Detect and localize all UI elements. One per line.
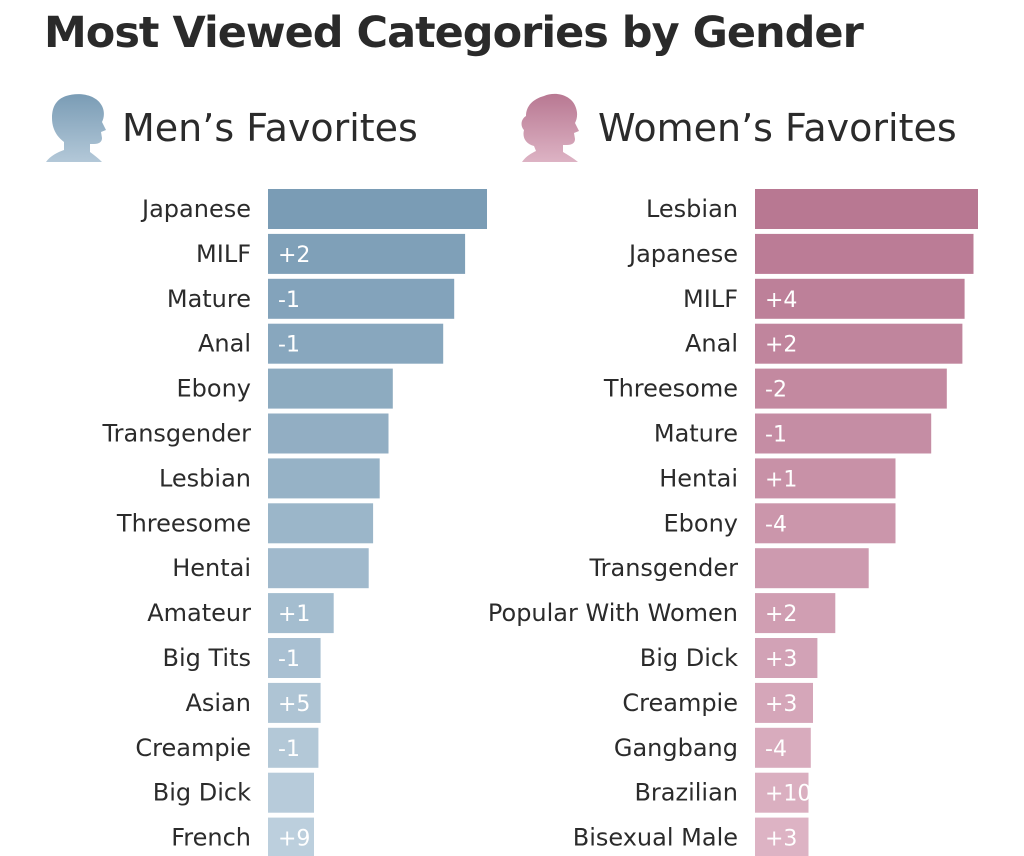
women-rank-change-label: -4 [765, 737, 787, 762]
women-rank-change-label: -4 [765, 512, 787, 537]
women-category-label: Anal [685, 330, 738, 358]
women-category-label: Threesome [603, 375, 738, 403]
women-category-label: Ebony [664, 509, 739, 537]
women-rank-change-label: -2 [765, 378, 787, 403]
men-category-label: Lesbian [159, 464, 251, 492]
men-bar-chart: Japanese MILF +2 Mature -1 Anal -1 Ebony Transge… [102, 189, 487, 856]
women-bar [755, 368, 947, 409]
women-bar [755, 189, 978, 229]
men-category-label: Threesome [116, 509, 251, 537]
women-bar [755, 727, 811, 768]
women-category-label: Gangbang [614, 734, 738, 762]
women-rank-change-label: +10 [765, 782, 811, 807]
women-category-label: Popular With Women [488, 599, 738, 627]
men-category-label: Transgender [102, 420, 252, 448]
women-bar [755, 278, 965, 319]
women-category-label: Creampie [622, 689, 738, 717]
women-category-label: Big Dick [640, 644, 738, 672]
men-bar [268, 368, 393, 409]
men-bar [268, 817, 314, 856]
men-panel-title: Men’s Favorites [122, 106, 418, 150]
men-bar [268, 413, 389, 454]
men-category-label: Creampie [135, 734, 251, 762]
women-category-label: MILF [683, 285, 738, 313]
women-rank-change-label: -1 [765, 423, 787, 448]
men-rank-change-label: +2 [278, 243, 310, 268]
women-category-label: Bisexual Male [573, 824, 738, 852]
men-bar [268, 458, 380, 499]
male-head-silhouette-icon [46, 94, 106, 162]
men-rank-change-label: -1 [278, 737, 300, 762]
women-rank-change-label: +3 [765, 692, 797, 717]
women-rank-change-label: +3 [765, 647, 797, 672]
men-rank-change-label: -1 [278, 288, 300, 313]
women-rank-change-label: +2 [765, 602, 797, 627]
women-category-label: Transgender [589, 554, 739, 582]
women-panel-title: Women’s Favorites [598, 106, 957, 150]
women-bar [755, 593, 836, 634]
women-bar [755, 413, 932, 454]
women-bar [755, 503, 896, 544]
men-bar [268, 772, 314, 813]
men-category-label: Asian [185, 689, 251, 717]
page-title: Most Viewed Categories by Gender [44, 8, 864, 58]
men-category-label: Mature [167, 285, 251, 313]
men-category-label: Ebony [177, 375, 252, 403]
men-category-label: Anal [198, 330, 251, 358]
women-rank-change-label: +1 [765, 467, 797, 492]
women-category-label: Brazilian [634, 779, 738, 807]
men-bar [268, 593, 334, 634]
men-bar [268, 548, 369, 589]
men-category-label: Hentai [172, 554, 251, 582]
women-bar [755, 323, 963, 364]
men-rank-change-label: -1 [278, 333, 300, 358]
women-bar [755, 682, 813, 723]
men-bar [268, 323, 444, 364]
men-category-label: French [171, 824, 251, 852]
men-bar [268, 233, 466, 274]
men-bar [268, 503, 374, 544]
men-rank-change-label: -1 [278, 647, 300, 672]
women-category-label: Hentai [659, 464, 738, 492]
women-rank-change-label: +2 [765, 333, 797, 358]
women-rank-change-label: +3 [765, 827, 797, 852]
men-category-label: Big Tits [163, 644, 252, 672]
men-bar [268, 638, 321, 678]
men-bar [268, 189, 487, 229]
men-bar [268, 278, 455, 319]
men-bar [268, 682, 321, 723]
men-rank-change-label: +9 [278, 827, 310, 852]
women-category-label: Lesbian [646, 195, 738, 223]
female-head-silhouette-icon [521, 93, 579, 162]
women-bar [755, 548, 869, 589]
women-bar [755, 458, 896, 499]
women-bar-chart: Lesbian Japanese MILF +4 Anal +2 Threesome -2 Ma… [488, 189, 978, 856]
women-bar [755, 772, 809, 813]
women-bar [755, 638, 818, 678]
men-category-label: Big Dick [153, 779, 251, 807]
men-bar [268, 727, 319, 768]
men-category-label: Amateur [147, 599, 251, 627]
women-bar [755, 233, 974, 274]
women-category-label: Japanese [627, 240, 738, 268]
women-category-label: Mature [654, 420, 738, 448]
men-category-label: MILF [196, 240, 251, 268]
men-category-label: Japanese [140, 195, 251, 223]
women-rank-change-label: +4 [765, 288, 797, 313]
men-rank-change-label: +5 [278, 692, 310, 717]
women-bar [755, 817, 809, 856]
men-rank-change-label: +1 [278, 602, 310, 627]
